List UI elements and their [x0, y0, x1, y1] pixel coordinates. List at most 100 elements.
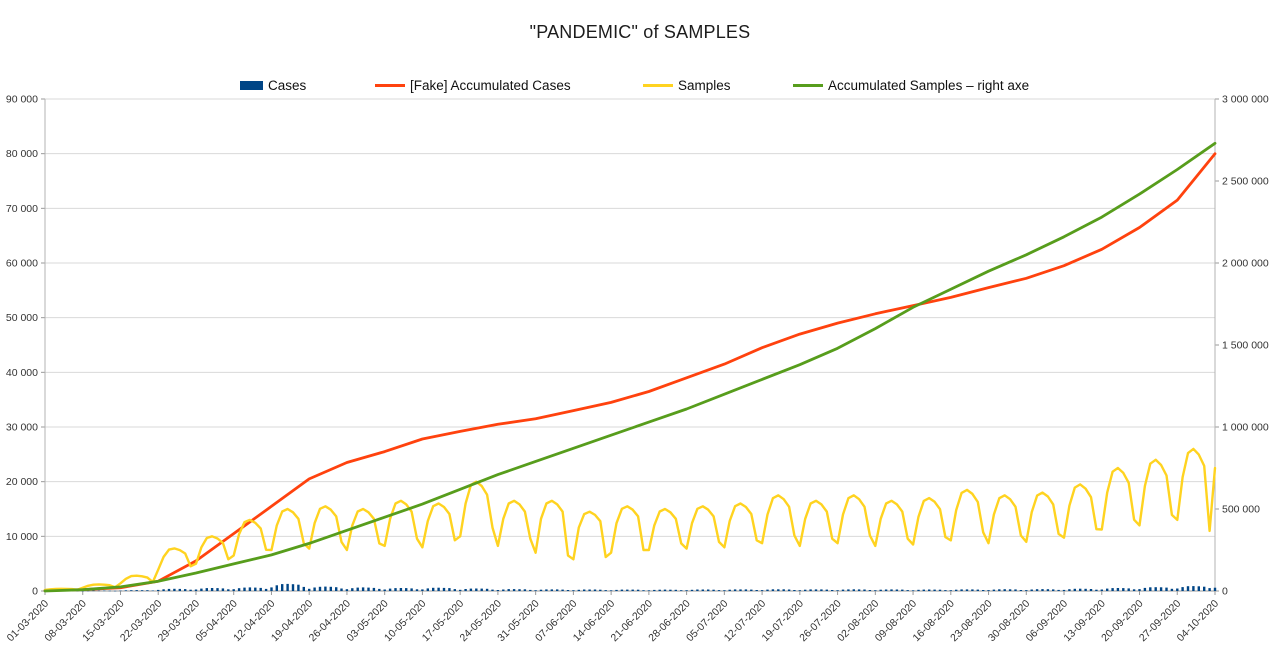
cases-bar — [884, 589, 888, 591]
cases-bar — [361, 587, 365, 591]
samples-legend-swatch — [643, 83, 673, 87]
cases-bar — [194, 589, 198, 591]
cases-bar — [367, 587, 370, 591]
right-axis-tick-label: 0 — [1222, 586, 1228, 598]
cases-bar — [1084, 588, 1087, 591]
cases-bar — [895, 589, 899, 591]
cases-bar — [86, 590, 90, 592]
cases-bar — [1019, 590, 1023, 591]
cases-bar — [221, 588, 225, 591]
cases-bar — [124, 590, 128, 591]
cases-bar — [97, 590, 101, 592]
cases-bar — [405, 588, 408, 591]
cases-bar — [1192, 586, 1195, 591]
cases-bar — [620, 589, 624, 591]
cases-bar — [750, 589, 753, 591]
cases-bar — [426, 588, 429, 591]
cases-bar — [777, 589, 780, 591]
cases-bar — [1062, 589, 1066, 591]
cases-bar — [928, 589, 931, 591]
cases-bar — [1197, 586, 1200, 591]
right-axis-tick-label: 1 000 000 — [1222, 422, 1269, 434]
cases-bar — [232, 589, 235, 591]
cases-bar — [1073, 588, 1076, 591]
left-axis-tick-label: 90 000 — [6, 94, 38, 106]
cases-bar — [453, 589, 456, 591]
right-axis-tick-label: 3 000 000 — [1222, 94, 1269, 106]
cases-bar — [922, 589, 925, 591]
cases-bar — [1008, 589, 1012, 591]
cases-bar — [351, 588, 354, 591]
cases-bar — [167, 588, 171, 591]
legend-label-accumulated-samples: Accumulated Samples – right axe — [828, 77, 1030, 93]
cases-bar — [701, 589, 704, 591]
series-line — [43, 152, 1217, 592]
cases-bar — [971, 589, 974, 591]
right-axis-tick-label: 2 500 000 — [1222, 176, 1269, 188]
cases-bar — [286, 583, 289, 591]
accumulated-samples-legend-swatch — [793, 83, 823, 87]
cases-bar — [852, 589, 855, 591]
cases-bar — [992, 589, 996, 591]
cases-bar — [976, 589, 979, 591]
cases-bar — [151, 590, 154, 591]
cases-bar — [523, 589, 527, 591]
series-line — [43, 141, 1217, 593]
legend-label-samples: Samples — [678, 77, 731, 93]
cases-bar — [254, 587, 257, 591]
cases-bar — [1041, 589, 1044, 591]
cases-bar — [243, 587, 246, 591]
cases-bar — [1014, 589, 1017, 591]
cases-bar — [130, 590, 133, 591]
cases-bar — [140, 590, 144, 591]
cases-bar — [857, 589, 861, 591]
cases-bar — [119, 590, 122, 592]
cases-bar — [496, 590, 500, 591]
cases-bar — [345, 589, 349, 591]
cases-bar — [545, 589, 548, 591]
cases-bar — [512, 589, 516, 591]
cases-bar — [583, 589, 586, 591]
cases-bar — [1176, 588, 1179, 591]
cases-bar — [680, 590, 683, 591]
cases-bar — [561, 589, 564, 591]
cases-bar — [1116, 588, 1120, 591]
cases-bar — [874, 590, 877, 591]
cases-bar — [248, 587, 252, 591]
legend: Cases [Fake] Accumulated Cases Samples A… — [0, 75, 1280, 95]
cases-bar — [717, 590, 721, 591]
cases-bar — [674, 589, 677, 591]
cases-bar — [733, 589, 737, 591]
cases-bar — [448, 588, 451, 591]
cases-bar — [459, 589, 462, 591]
cases-bar — [809, 589, 812, 591]
cases-bar — [1030, 589, 1033, 591]
cases-bar — [1079, 588, 1082, 591]
cases-bar — [653, 589, 656, 591]
cases-bar — [868, 590, 872, 591]
cases-bar — [609, 590, 613, 591]
left-axis-tick-label: 0 — [32, 586, 38, 598]
cases-bar — [949, 590, 952, 591]
cases-bar — [340, 588, 343, 591]
left-axis-tick-label: 10 000 — [6, 531, 38, 543]
left-axis-tick-label: 80 000 — [6, 148, 38, 160]
cases-bar — [577, 589, 580, 591]
cases-bar — [901, 589, 904, 591]
cases-bar — [1132, 589, 1136, 591]
cases-bar — [707, 589, 710, 591]
left-axis-tick-label: 60 000 — [6, 258, 38, 270]
cases-bar — [626, 589, 629, 591]
cases-bar — [485, 588, 489, 591]
cases-bar — [831, 590, 834, 591]
cases-bar — [502, 589, 505, 591]
cases-bar — [189, 589, 192, 591]
series-line — [43, 447, 1217, 592]
cases-bar — [658, 589, 661, 591]
cases-bar — [631, 589, 634, 591]
cases-bar — [469, 588, 473, 591]
cases-bar — [1213, 587, 1217, 591]
cases-bar — [1149, 587, 1152, 591]
cases-bar — [372, 587, 376, 591]
